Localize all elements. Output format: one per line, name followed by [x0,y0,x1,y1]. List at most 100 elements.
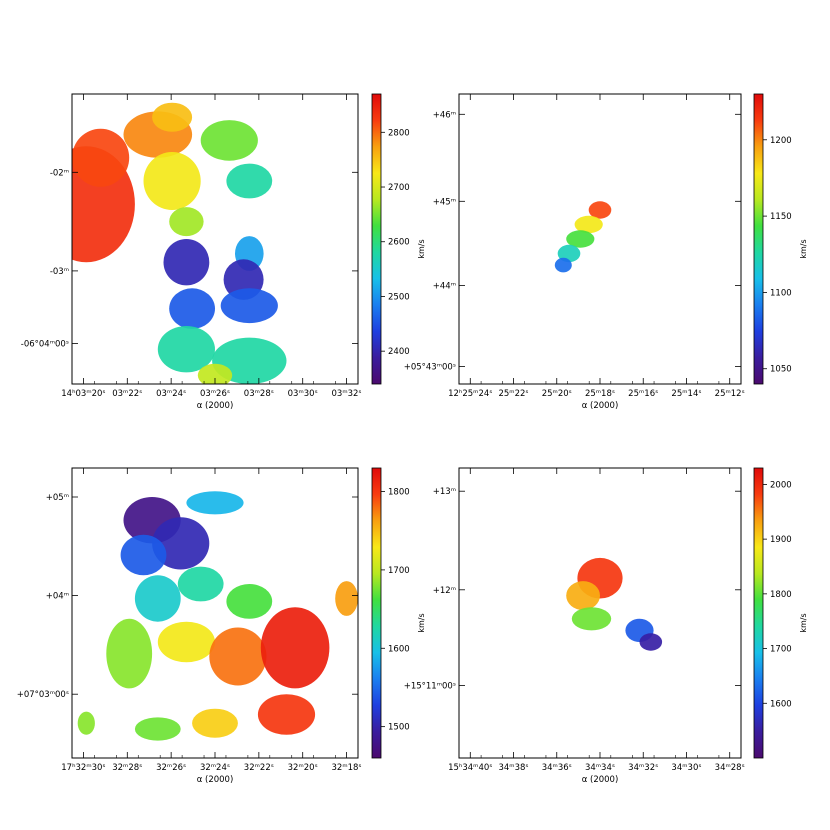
velocity-blob [186,491,244,515]
velocity-field [72,102,287,384]
colorbar-tick-label: 1600 [388,644,410,654]
x-tick-label: 32ᵐ22ˢ [244,763,274,773]
velocity-blob [120,534,167,576]
x-tick-label: 32ᵐ26ˢ [156,763,186,773]
colorbar-tick-label: 1150 [770,212,792,222]
x-tick-label: 15ʰ34ᵐ40ˢ [448,763,492,773]
x-axis-label: α (2000) [197,775,234,785]
panel-top-right: 12ʰ25ᵐ24ˢ 25ᵐ22ˢ 25ᵐ20ˢ 25ᵐ18ˢ 25ᵐ16ˢ 25ᵐ14ˢ 2… [404,93,808,411]
x-tick-label: 03ᵐ26ˢ [200,389,230,399]
x-tick-label: 34ᵐ36ˢ [542,763,572,773]
y-tick-label: -03ᵐ [50,267,69,277]
x-tick-label: 32ᵐ20ˢ [288,763,318,773]
x-tick-label: 32ᵐ18ˢ [332,763,362,773]
velocity-blob [566,230,595,248]
velocity-blob [157,621,215,663]
x-tick-label: 25ᵐ20ˢ [542,389,572,399]
velocity-field [554,201,612,273]
colorbar-label: km/s [417,239,426,258]
colorbar-label: km/s [799,239,808,258]
colorbar-tick-label: 1100 [770,288,792,298]
velocity-blob [226,584,273,619]
x-tick-label: 03ᵐ30ˢ [288,389,318,399]
x-tick-label: 25ᵐ14ˢ [671,389,701,399]
velocity-blob [163,239,210,286]
velocity-field [566,557,663,651]
velocity-blob [571,607,612,631]
y-tick-label: +44ᵐ [433,281,456,291]
x-tick-label: 14ʰ03ᵐ20ˢ [61,389,105,399]
colorbar [753,467,764,759]
y-tick-label: +45ᵐ [433,197,456,207]
x-tick-label: 03ᵐ28ˢ [244,389,274,399]
colorbar-tick-label: 1800 [770,590,792,600]
x-tick-label: 25ᵐ16ˢ [628,389,658,399]
y-tick-label: +05°43ᵐ00ˢ [404,363,456,373]
x-tick-label: 34ᵐ34ˢ [585,763,615,773]
x-tick-label: 03ᵐ32ˢ [332,389,362,399]
colorbar-tick-label: 2000 [770,480,792,490]
y-tick-label: +04ᵐ [46,592,69,602]
velocity-blob [260,607,330,689]
colorbar-tick-label: 1800 [388,488,410,498]
panel-top-left: 14ʰ03ᵐ20ˢ 03ᵐ22ˢ 03ᵐ24ˢ 03ᵐ26ˢ 03ᵐ28ˢ 03ᵐ30ˢ 0… [21,93,426,411]
colorbar-tick-label: 1500 [388,723,410,733]
colorbar-label: km/s [799,613,808,632]
velocity-blob [197,363,233,384]
colorbar-tick-label: 1600 [770,699,792,709]
velocity-blob [588,201,612,219]
velocity-blob [639,633,663,651]
x-axis-label: α (2000) [582,401,619,411]
x-tick-label: 03ᵐ24ˢ [156,389,186,399]
velocity-blob [143,152,201,210]
y-tick-label: +13ᵐ [433,487,456,497]
velocity-blob [72,128,130,187]
plot-frame [458,93,742,385]
x-tick-label: 25ᵐ18ˢ [585,389,615,399]
panel-bottom-right: 15ʰ34ᵐ40ˢ 34ᵐ38ˢ 34ᵐ36ˢ 34ᵐ34ˢ 34ᵐ32ˢ 34ᵐ30ˢ 3… [404,467,808,785]
y-tick-label: +15°11ᵐ00ˢ [404,682,456,692]
velocity-blob [152,517,210,570]
x-tick-label: 12ʰ25ᵐ24ˢ [448,389,492,399]
velocity-blob [134,575,181,622]
colorbar-tick-label: 2600 [388,238,410,248]
colorbar-tick-label: 2800 [388,128,410,138]
colorbar [371,93,382,385]
velocity-blob [192,708,238,738]
y-tick-label: +07°03ᵐ00ˢ [17,690,69,700]
velocity-blob [177,566,224,602]
x-tick-label: 34ᵐ28ˢ [715,763,745,773]
colorbar-tick-label: 2500 [388,292,410,302]
x-tick-label: 17ʰ32ᵐ30ˢ [61,763,105,773]
colorbar-label: km/s [417,613,426,632]
velocity-blob [226,163,273,199]
colorbar-tick-label: 1900 [770,535,792,545]
colorbar [753,93,764,385]
y-tick-label: +12ᵐ [433,586,456,596]
colorbar-tick-label: 1050 [770,365,792,375]
velocity-blob [209,627,267,686]
velocity-blob [106,618,153,689]
velocity-blob [574,215,603,234]
y-tick-label: +46ᵐ [433,110,456,120]
colorbar-tick-label: 1700 [388,566,410,576]
colorbar-tick-label: 2700 [388,183,410,193]
colorbar-tick-label: 1200 [770,136,792,146]
x-tick-label: 34ᵐ30ˢ [671,763,701,773]
x-tick-label: 32ᵐ24ˢ [200,763,230,773]
colorbar-tick-label: 1700 [770,645,792,655]
velocity-blob [152,102,193,132]
velocity-blob [335,581,358,616]
colorbar-tick-label: 2400 [388,347,410,357]
velocity-blob [169,207,204,237]
panel-bottom-left: 17ʰ32ᵐ30ˢ 32ᵐ28ˢ 32ᵐ26ˢ 32ᵐ24ˢ 32ᵐ22ˢ 32ᵐ20ˢ 3… [17,467,426,785]
x-axis-label: α (2000) [582,775,619,785]
velocity-blob [257,694,316,735]
x-tick-label: 03ᵐ22ˢ [112,389,142,399]
x-tick-label: 34ᵐ38ˢ [498,763,528,773]
x-tick-label: 34ᵐ32ˢ [628,763,658,773]
velocity-field [77,491,358,741]
velocity-blob [220,288,278,324]
velocity-blob [169,288,216,329]
